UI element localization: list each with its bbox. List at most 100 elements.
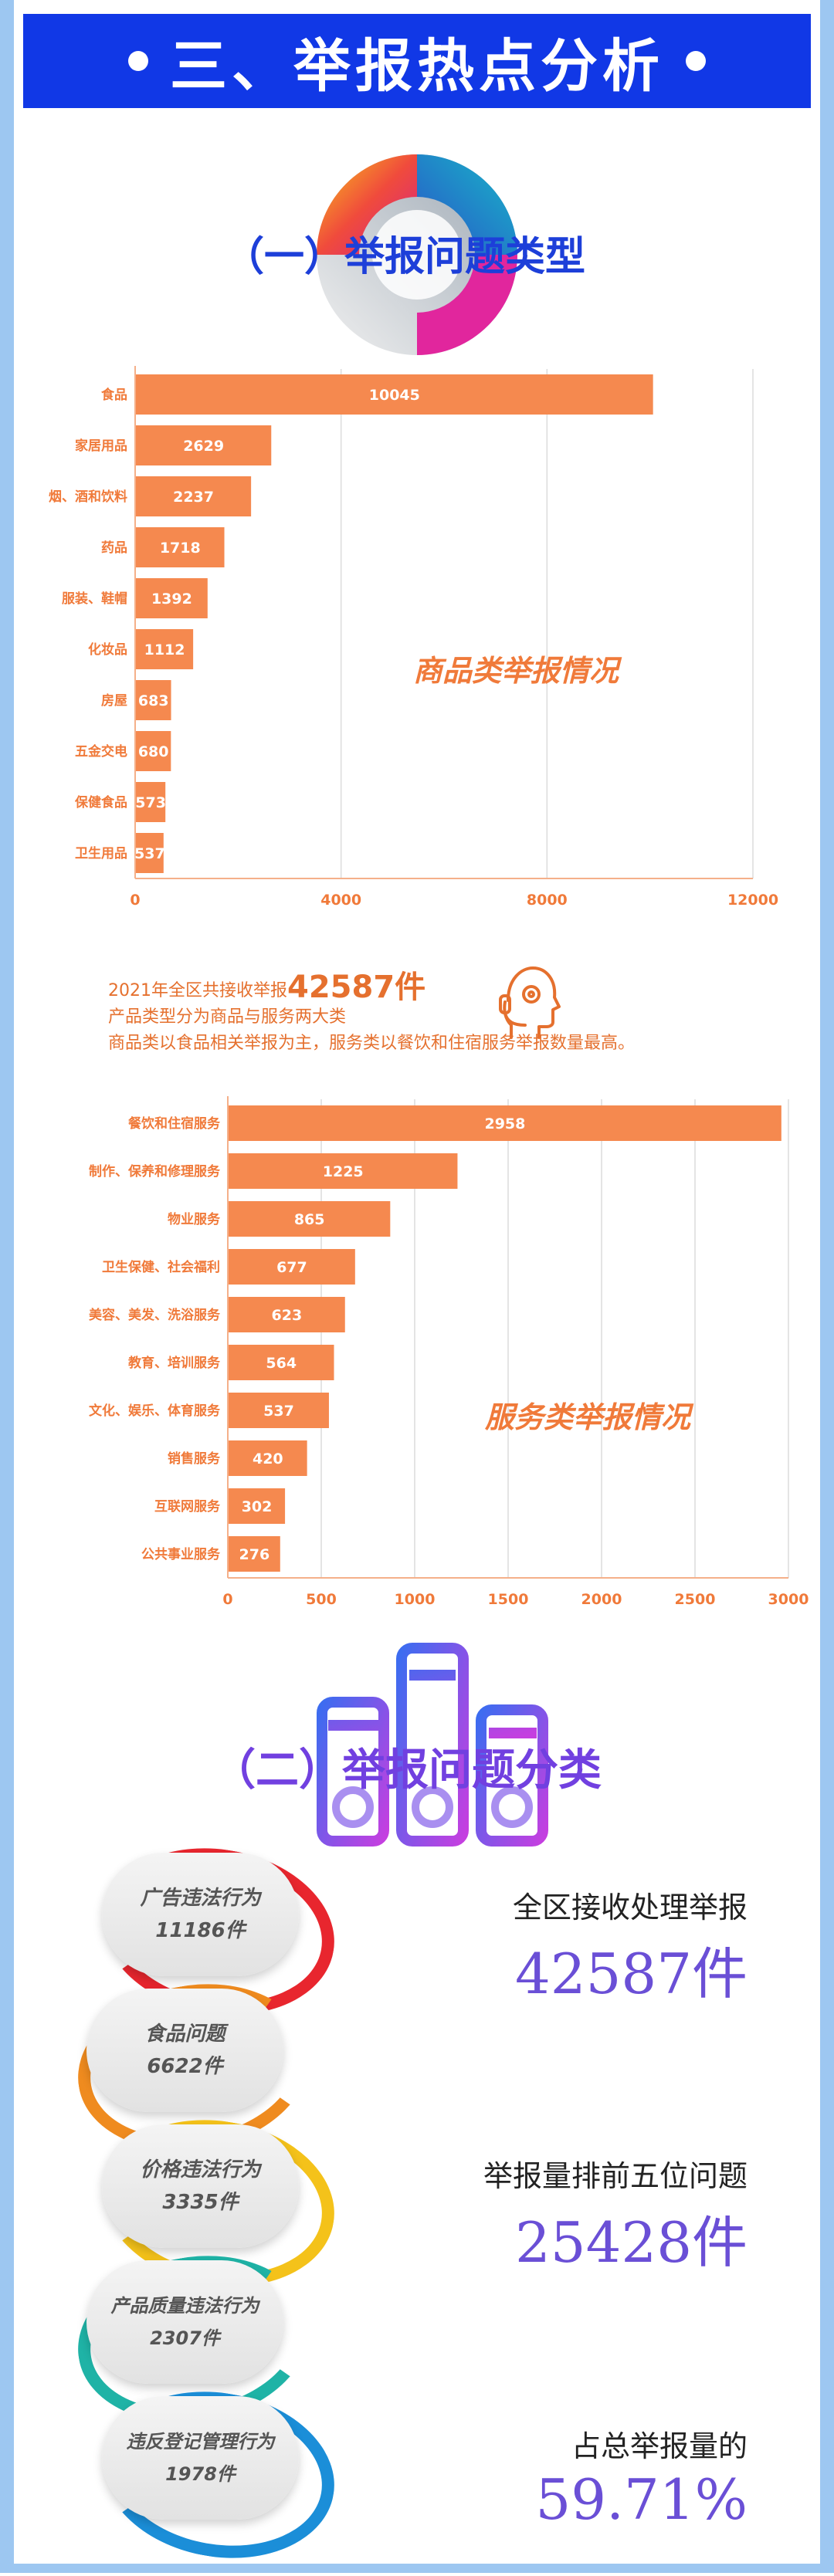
category-count: 6622件 xyxy=(147,2055,223,2078)
x-tick-label: 500 xyxy=(306,1591,337,1608)
stat-label-top5: 举报量排前五位问题 xyxy=(483,2159,748,2193)
bar xyxy=(229,1201,391,1237)
category-label: 物业服务 xyxy=(168,1211,221,1227)
bar-value-label: 865 xyxy=(294,1211,325,1228)
summary-total: 42587件 xyxy=(287,970,426,1005)
category-pill-1: 广告违法行为 11186件 xyxy=(102,1853,299,1976)
bar-value-label: 1392 xyxy=(151,591,192,608)
stat-value-share: 59.71% xyxy=(535,2467,748,2532)
bar xyxy=(229,1345,334,1380)
bar-value-label: 2629 xyxy=(183,438,224,455)
category-label: 食品 xyxy=(101,387,127,403)
category-label: 餐饮和住宿服务 xyxy=(128,1115,221,1132)
category-label: 服装、鞋帽 xyxy=(62,591,127,607)
bar xyxy=(136,425,272,465)
x-tick-label: 12000 xyxy=(727,892,778,909)
summary-line-1: 2021年全区共接收举报42587件 xyxy=(108,972,635,1004)
section-banner: 三、举报热点分析 xyxy=(23,14,811,108)
banner-dot-right-icon xyxy=(686,51,706,71)
category-name: 产品质量违法行为 xyxy=(110,2295,259,2317)
frame-bottom xyxy=(0,2564,834,2573)
chart1-title: 商品类举报情况 xyxy=(413,654,619,688)
category-label: 教育、培训服务 xyxy=(127,1355,221,1371)
bar-value-label: 564 xyxy=(266,1355,297,1372)
bar xyxy=(229,1249,355,1285)
bar-value-label: 537 xyxy=(263,1403,294,1420)
bar-value-label: 1225 xyxy=(323,1163,364,1180)
category-label: 卫生保健、社会福利 xyxy=(102,1259,220,1275)
bar xyxy=(136,833,164,873)
x-tick-label: 2500 xyxy=(675,1591,716,1608)
bar-value-label: 2958 xyxy=(484,1115,525,1132)
category-label: 制作、保养和修理服务 xyxy=(89,1163,221,1180)
category-pill-4: 产品质量违法行为 2307件 xyxy=(86,2260,283,2384)
category-label: 保健食品 xyxy=(74,794,127,811)
category-name: 违反登记管理行为 xyxy=(126,2431,275,2452)
stat-label-share: 占总举报量的 xyxy=(571,2429,748,2463)
category-name: 价格违法行为 xyxy=(140,2158,261,2182)
bar xyxy=(229,1297,345,1332)
category-label: 化妆品 xyxy=(88,641,127,658)
bar xyxy=(229,1105,781,1141)
bar xyxy=(229,1393,329,1428)
banner-title: 三、举报热点分析 xyxy=(170,32,664,100)
category-label: 美容、美发、洗浴服务 xyxy=(89,1307,221,1323)
category-label: 五金交电 xyxy=(75,743,127,760)
customer-service-headset-icon xyxy=(499,966,561,1039)
category-name: 食品问题 xyxy=(144,2023,225,2046)
bar xyxy=(136,374,653,415)
x-tick-label: 0 xyxy=(222,1591,232,1608)
bar xyxy=(229,1153,458,1189)
category-pill-5: 违反登记管理行为 1978件 xyxy=(102,2396,299,2520)
services-report-bar-chart: 0 500 1000 1500 2000 2500 3000 餐饮和住宿服务 2958 制作、保养… xyxy=(89,1096,809,1608)
bar-value-label: 677 xyxy=(276,1259,307,1276)
bar-value-label: 683 xyxy=(138,692,169,709)
x-tick-label: 3000 xyxy=(768,1591,809,1608)
bar xyxy=(136,578,208,618)
frame-right xyxy=(820,0,834,2573)
bar xyxy=(136,629,194,669)
bar-value-label: 420 xyxy=(253,1450,283,1467)
frame-left xyxy=(0,0,14,2573)
category-count: 3335件 xyxy=(162,2191,239,2214)
category-label: 文化、娱乐、体育服务 xyxy=(89,1403,221,1419)
category-label: 销售服务 xyxy=(168,1450,221,1467)
category-label: 烟、酒和饮料 xyxy=(49,489,127,505)
summary-line-2: 产品类型分为商品与服务两大类 xyxy=(108,1007,347,1027)
bar-value-label: 302 xyxy=(242,1498,273,1515)
stat-value-top5: 25428件 xyxy=(514,2210,748,2275)
x-tick-label: 8000 xyxy=(527,892,568,909)
bar-value-label: 680 xyxy=(138,743,169,760)
stat-value-total: 42587件 xyxy=(514,1941,748,2006)
bar xyxy=(229,1488,286,1524)
category-label: 药品 xyxy=(101,540,127,556)
buildings-icon xyxy=(317,1643,548,1847)
bar-value-label: 1112 xyxy=(144,641,185,658)
bar xyxy=(136,680,171,720)
x-tick-label: 0 xyxy=(130,892,140,909)
category-pill-3: 价格违法行为 3335件 xyxy=(102,2124,299,2248)
chart2-title: 服务类举报情况 xyxy=(485,1400,691,1434)
summary-line-3: 商品类以食品相关举报为主，服务类以餐饮和住宿服务举报数量最高。 xyxy=(108,1034,636,1053)
bar-value-label: 573 xyxy=(135,794,166,811)
category-name: 广告违法行为 xyxy=(140,1887,261,1910)
category-count: 2307件 xyxy=(150,2327,220,2349)
bar xyxy=(229,1536,280,1572)
category-label: 公共事业服务 xyxy=(141,1546,221,1562)
x-tick-label: 4000 xyxy=(320,892,361,909)
category-count: 1978件 xyxy=(165,2463,236,2485)
summary-block: 2021年全区共接收举报42587件 产品类型分为商品与服务两大类 商品类以食品… xyxy=(108,972,636,1057)
section2-title: （二）举报问题分类 xyxy=(212,1745,602,1796)
goods-report-bar-chart: 0 4000 8000 12000 食品 10045 家居用品 2629 烟、酒和饮料 2237 药… xyxy=(49,366,778,909)
bar-value-label: 1718 xyxy=(160,540,201,557)
section1-title: （一）举报问题类型 xyxy=(224,234,586,280)
x-tick-label: 2000 xyxy=(581,1591,622,1608)
bar-value-label: 276 xyxy=(239,1546,270,1563)
bar-value-label: 623 xyxy=(272,1307,303,1324)
x-tick-label: 1000 xyxy=(395,1591,436,1608)
banner-dot-left-icon xyxy=(128,51,148,71)
summary-prefix: 2021年全区共接收举报 xyxy=(108,981,287,1000)
bar xyxy=(136,476,252,516)
category-label: 房屋 xyxy=(101,692,127,709)
bar-value-label: 10045 xyxy=(369,387,420,404)
